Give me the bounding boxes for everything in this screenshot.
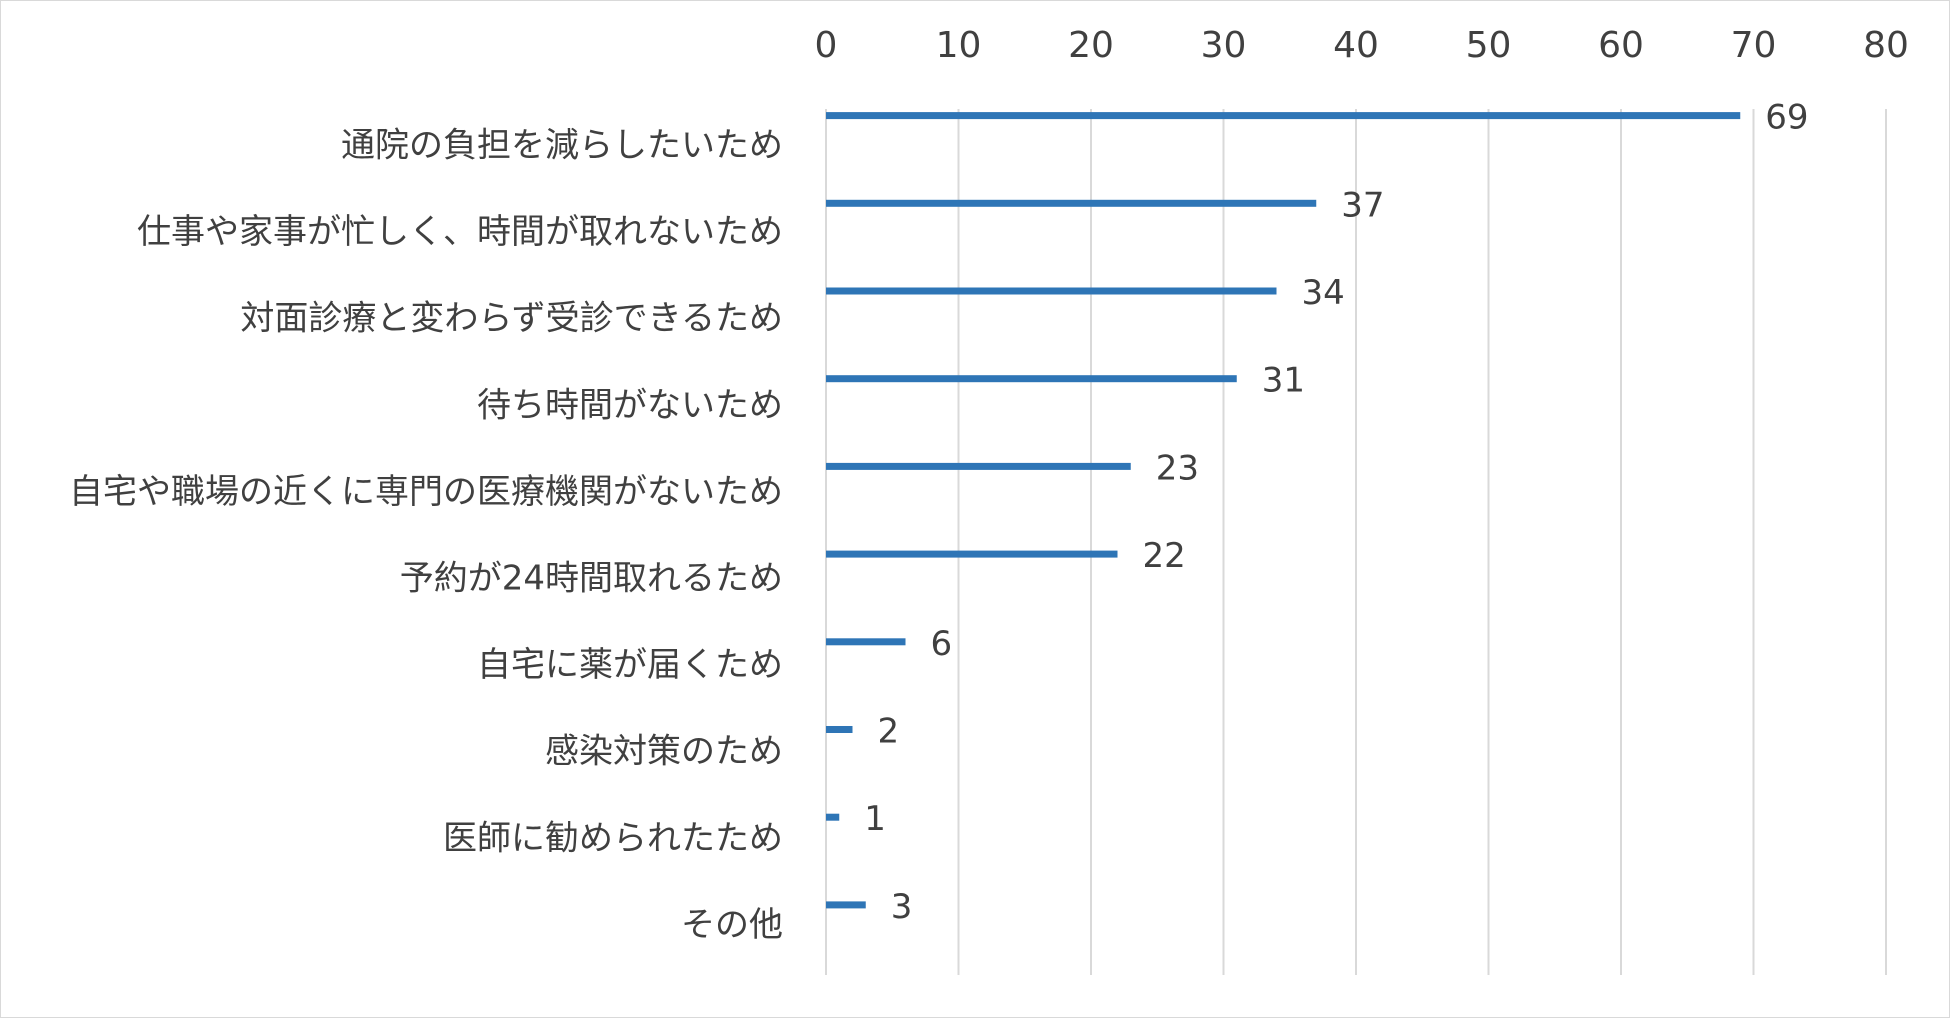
bar: [826, 901, 866, 909]
x-tick-label: 50: [1466, 25, 1512, 66]
value-label: 1: [864, 799, 886, 839]
x-tick-label: 0: [815, 25, 838, 66]
bar: [826, 112, 1741, 120]
value-label: 31: [1262, 361, 1305, 401]
x-axis-ticks: 0 10 20 30 40 50 60 70 80: [815, 25, 1909, 66]
value-label: 3: [891, 887, 913, 927]
bar: [826, 287, 1277, 295]
x-tick-label: 10: [936, 25, 982, 66]
value-label: 69: [1765, 98, 1808, 138]
value-label: 22: [1143, 536, 1186, 576]
x-tick-label: 60: [1598, 25, 1644, 66]
x-tick-label: 20: [1068, 25, 1114, 66]
value-label: 2: [878, 711, 900, 751]
value-label: 34: [1302, 273, 1345, 313]
category-label: 自宅や職場の近くに専門の医療機関がないため: [69, 472, 783, 512]
category-label: 予約が24時間取れるため: [400, 559, 783, 599]
x-tick-label: 70: [1731, 25, 1777, 66]
category-label: 感染対策のため: [545, 732, 783, 772]
category-label: 医師に勧められたため: [443, 818, 783, 858]
category-label: 待ち時間がないため: [477, 385, 783, 425]
bar: [826, 725, 853, 733]
category-label: 仕事や家事が忙しく、時間が取れないため: [137, 212, 783, 252]
x-tick-label: 80: [1863, 25, 1909, 66]
value-label: 23: [1156, 448, 1199, 488]
bar: [826, 813, 840, 821]
bar: [826, 550, 1118, 558]
x-tick-label: 30: [1201, 25, 1247, 66]
bars: [826, 112, 1741, 909]
bar: [826, 638, 906, 646]
category-label: 通院の負担を減らしたいため: [341, 126, 783, 166]
category-labels: 通院の負担を減らしたいため仕事や家事が忙しく、時間が取れないため対面診療と変わら…: [69, 126, 783, 945]
value-label: 37: [1341, 185, 1384, 225]
value-labels: 69 37 34 31 23 22 6 2 1 3: [864, 98, 1808, 927]
category-label: その他: [681, 905, 783, 945]
category-label: 自宅に薬が届くため: [477, 645, 783, 685]
bar: [826, 462, 1131, 470]
bar: [826, 375, 1237, 383]
value-label: 6: [931, 624, 953, 664]
gridlines: [825, 109, 1887, 975]
category-label: 対面診療と変わらず受診できるため: [240, 299, 783, 339]
x-tick-label: 40: [1333, 25, 1379, 66]
bar: [826, 199, 1317, 207]
